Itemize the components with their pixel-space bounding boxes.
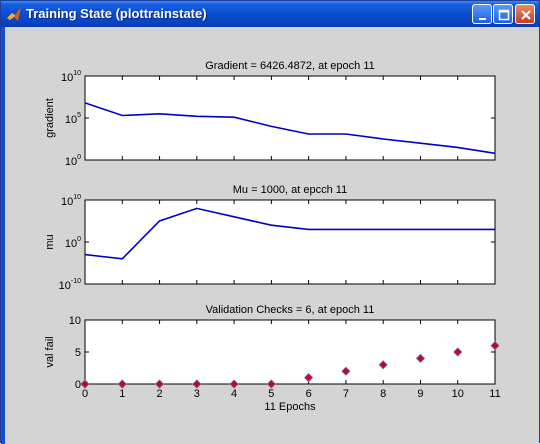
- x-tick-label: 2: [156, 388, 162, 400]
- data-point: [266, 379, 276, 389]
- x-tick-label: 6: [306, 388, 312, 400]
- maximize-button[interactable]: [493, 4, 513, 24]
- figure-area: Gradient = 6426.4872, at epoch 11 gradien…: [5, 27, 539, 444]
- x-tick-label: 11: [489, 388, 500, 400]
- chart-panel-1: Gradient = 6426.4872, at epoch 11 gradien…: [44, 60, 496, 168]
- x-tick-label: 9: [417, 388, 423, 400]
- y-tick-label: 10: [69, 315, 81, 327]
- y-axis-label: mu: [44, 234, 56, 249]
- x-tick-label: 4: [231, 388, 237, 400]
- x-tick-label: 0: [82, 388, 88, 400]
- y-tick-label: 1010: [61, 194, 81, 208]
- y-tick-label: 100: [65, 154, 81, 168]
- chart-panel-2: Mu = 1000, at epcch 11 mu 10-10 100 1010: [44, 184, 496, 292]
- chart-title: Mu = 1000, at epcch 11: [233, 184, 347, 196]
- title-bar[interactable]: Training State (plottrainstate): [1, 1, 539, 27]
- y-tick-label: 105: [65, 112, 81, 126]
- window-title: Training State (plottrainstate): [26, 6, 207, 21]
- plot-area: [84, 75, 496, 161]
- x-tick-label: 7: [343, 388, 349, 400]
- data-point: [453, 347, 463, 357]
- y-tick-label: 10-10: [59, 278, 81, 292]
- chart-panel-3: Validation Checks = 6, at epoch 11 val fa…: [44, 304, 501, 413]
- plot-area: [84, 319, 496, 385]
- data-point: [341, 366, 351, 376]
- data-point: [490, 341, 500, 351]
- close-icon: [521, 10, 531, 20]
- y-axis-label: gradient: [44, 98, 56, 138]
- data-point: [415, 353, 426, 363]
- plot-canvas: Gradient = 6426.4872, at epoch 11 gradien…: [44, 60, 501, 413]
- data-point: [304, 373, 314, 383]
- y-axis-label: val fail: [44, 336, 56, 367]
- data-point: [229, 379, 239, 389]
- x-tick-label: 8: [380, 388, 386, 400]
- y-tick-label: 1010: [61, 70, 81, 84]
- y-tick-label: 0: [75, 379, 81, 391]
- series-line: [84, 207, 495, 260]
- matlab-logo-icon: [6, 6, 22, 22]
- data-point: [154, 379, 165, 389]
- minimize-icon: [479, 18, 486, 20]
- plot-area: [84, 199, 496, 285]
- chart-title: Validation Checks = 6, at epoch 11: [206, 304, 375, 316]
- window-frame-left: [1, 27, 5, 444]
- close-button[interactable]: [515, 4, 535, 24]
- x-tick-label: 1: [119, 388, 125, 400]
- x-tick-label: 5: [268, 388, 274, 400]
- x-tick-label: 3: [194, 388, 200, 400]
- y-tick-label: 100: [65, 236, 81, 250]
- chart-title: Gradient = 6426.4872, at epoch 11: [205, 60, 375, 72]
- data-point: [378, 360, 388, 370]
- maximize-icon: [498, 9, 510, 21]
- minimize-button[interactable]: [472, 4, 492, 24]
- series-line: [84, 102, 496, 155]
- x-tick-label: 10: [452, 388, 464, 400]
- data-point: [80, 379, 90, 389]
- x-axis-label: 11 Epochs: [264, 401, 316, 413]
- data-point: [117, 379, 127, 389]
- y-tick-label: 5: [75, 347, 81, 359]
- data-point: [192, 379, 202, 389]
